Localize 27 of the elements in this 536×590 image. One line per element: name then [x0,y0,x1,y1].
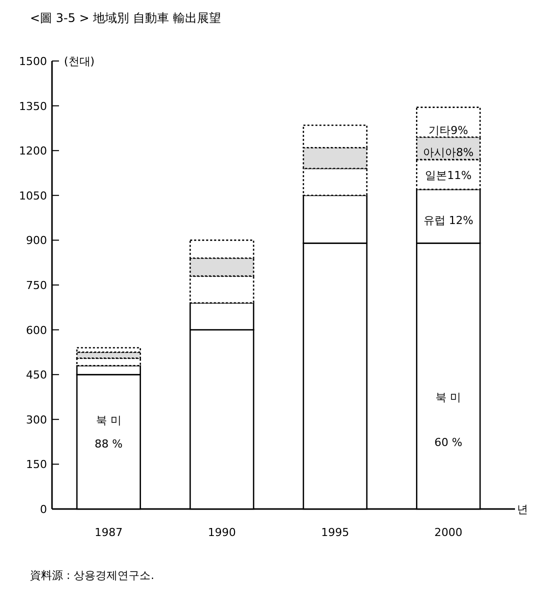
y-tick-label: 150 [26,458,47,472]
annotation: 북 미 [436,391,462,404]
annotation: 북 미 [96,414,122,427]
annotation: 유럽 12% [423,214,474,228]
y-tick-label: 0 [40,503,47,516]
y-tick-label: 300 [26,413,47,426]
x-tick-label: 1995 [321,526,350,539]
annotation: 기타9% [428,124,468,137]
annotation: 아시아8% [423,146,474,160]
y-axis-title: (천대) [64,55,95,68]
y-tick-label: 1350 [19,100,47,113]
x-axis-title: 년 [517,503,528,516]
y-tick-label: 1200 [19,144,47,158]
annotation: 88 % [94,437,123,450]
y-tick-label: 600 [26,324,47,337]
annotation: 일본11% [425,169,472,182]
y-tick-label: 1050 [19,189,47,202]
chart-title: <圖 3-5 > 地域別 自動車 輸出展望 [30,11,221,25]
y-tick-label: 750 [26,279,47,292]
x-tick-label: 1987 [94,526,123,539]
text: 資料源 : 상용경제연구소. [30,569,154,582]
x-tick-label: 2000 [434,526,462,539]
x-tick-label: 1990 [208,526,236,539]
y-tick-label: 1500 [19,55,47,68]
annotation: 60 % [434,436,462,449]
y-tick-label: 900 [26,234,47,248]
y-tick-label: 450 [26,368,47,382]
